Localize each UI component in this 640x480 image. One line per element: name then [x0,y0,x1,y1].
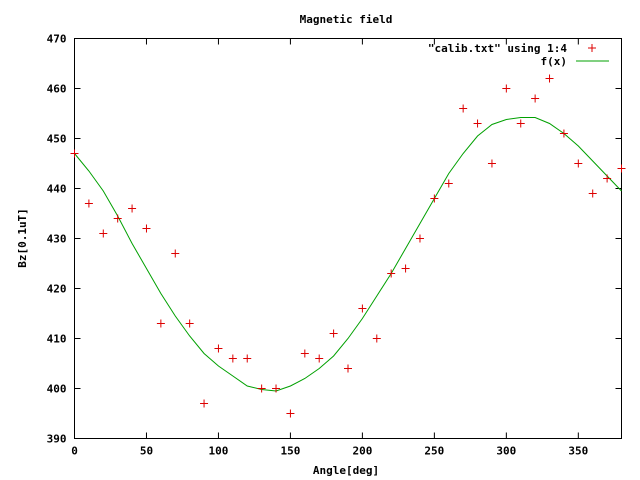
data-point [84,199,93,208]
data-point [387,269,396,278]
y-tick-label: 400 [47,383,67,396]
data-point [329,329,338,338]
legend-label-fit: f(x) [541,55,568,68]
data-point [185,319,194,328]
x-tick-label: 300 [496,445,516,458]
data-point [214,344,223,353]
data-point [142,224,151,233]
fit-curve [74,117,622,392]
x-tick-label: 0 [71,445,78,458]
y-tick-label: 390 [47,433,67,446]
data-point [156,319,165,328]
data-point [401,264,410,273]
data-point [228,354,237,363]
data-point [617,164,626,173]
data-point [516,119,525,128]
data-point [415,234,424,243]
y-axis-label: Bz[0.1uT] [16,208,29,268]
data-point [344,364,352,373]
data-point [171,249,180,258]
data-point [473,119,482,128]
data-point [200,399,209,408]
data-point [99,229,108,238]
x-tick-label: 250 [424,445,444,458]
x-tick-label: 350 [568,445,588,458]
x-tick-label: 100 [209,445,229,458]
plot-frame [74,38,622,439]
x-axis-label: Angle[deg] [313,464,379,477]
y-tick-label: 410 [47,333,67,346]
data-point [257,384,266,393]
legend-marker-data [588,44,596,52]
data-point [574,159,583,168]
y-tick-label: 460 [47,83,67,96]
data-point [487,159,496,168]
y-tick-label: 430 [47,233,67,246]
data-point [286,409,295,418]
data-point [300,349,309,358]
y-tick-label: 420 [47,283,67,296]
data-point [315,354,324,363]
data-point [128,204,137,213]
data-point [444,179,453,188]
data-point [459,104,468,113]
y-tick-label: 450 [47,133,67,146]
data-point [113,214,122,223]
x-tick-label: 200 [352,445,372,458]
y-tick-label: 470 [47,33,67,46]
data-point [272,384,281,393]
data-point [559,129,568,138]
data-point [358,304,367,313]
y-tick-label: 440 [47,183,67,196]
data-point [531,94,540,103]
legend-marker-plus [588,44,596,52]
data-point [430,194,439,203]
data-point [502,84,511,93]
legend-label-data: "calib.txt" using 1:4 [428,42,567,55]
data-point [372,334,381,343]
data-point [545,74,554,83]
x-tick-label: 150 [280,445,300,458]
chart-title: Magnetic field [300,13,393,26]
data-point [70,149,79,158]
data-point [603,174,612,183]
x-tick-label: 50 [140,445,153,458]
legend: "calib.txt" using 1:4 f(x) [428,42,609,68]
series-layer [70,74,626,418]
data-point [243,354,252,363]
data-point [588,189,597,198]
axis-ticks: 0 50 100 150 200 250 300 350 390 400 410 420 430 440 4… [47,33,622,458]
